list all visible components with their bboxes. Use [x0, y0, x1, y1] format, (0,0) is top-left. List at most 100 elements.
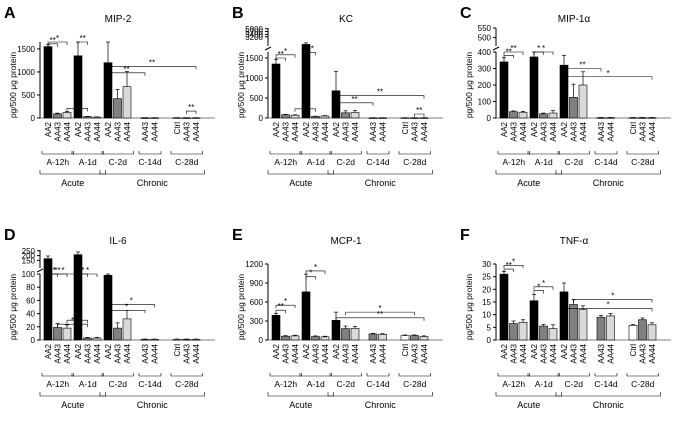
x-tick-label: AA43 [570, 343, 579, 363]
bar-aa2 [103, 275, 113, 341]
panel-letter: F [460, 227, 470, 244]
phase-bracket [555, 392, 661, 397]
group-bracket [594, 151, 618, 155]
y-tick-label: 10 [482, 311, 491, 320]
y-tick-label: 150 [22, 256, 36, 265]
bar-aa43 [638, 319, 647, 341]
bar-aa44 [62, 327, 72, 341]
significance-label: ** [579, 61, 585, 70]
panel-letter: E [232, 227, 243, 244]
x-tick-label: AA43 [411, 121, 420, 141]
x-tick-label: AA2 [74, 343, 83, 359]
y-tick-label: 500 [478, 34, 492, 43]
significance-bracket [275, 309, 286, 314]
significance-bracket [503, 264, 524, 269]
bar-aa44 [62, 112, 72, 119]
group-label: C-2d [337, 379, 356, 389]
significance-bracket [305, 52, 316, 56]
x-tick-label: AA43 [183, 343, 192, 363]
x-tick-label: AA2 [530, 121, 539, 137]
bar-aa44 [548, 112, 558, 119]
significance-label: * [512, 257, 515, 266]
bar-aa44 [191, 339, 201, 341]
group-label: C-2d [109, 379, 128, 389]
y-axis-label: pg/500 μg protein [464, 274, 474, 341]
y-tick-label: 3200 [245, 33, 263, 42]
phase-label: Chronic [365, 178, 397, 188]
significance-label: ** [510, 44, 516, 53]
significance-bracket [77, 41, 88, 45]
bar-aa44 [122, 318, 132, 341]
y-tick-label: 3400 [245, 30, 263, 39]
panel-letter: B [232, 5, 244, 22]
x-tick-label: AA2 [44, 121, 53, 137]
chart-title: MIP-1α [558, 14, 591, 25]
y-tick-label: 250 [22, 247, 36, 256]
significance-label: * [542, 44, 545, 53]
phase-label: Acute [289, 400, 312, 410]
bar-ctrl [628, 325, 638, 341]
significance-bracket [414, 113, 425, 117]
bar-aa43 [281, 335, 290, 341]
x-tick-label: AA43 [342, 343, 351, 363]
bar-aa44 [350, 112, 360, 119]
bar-aa43 [182, 339, 191, 341]
group-label: C-14d [366, 379, 389, 389]
significance-label: ** [377, 310, 383, 319]
bar-aa43 [509, 111, 518, 119]
significance-bracket [275, 54, 296, 58]
bar-aa44 [92, 337, 102, 341]
x-tick-label: AA44 [579, 121, 588, 141]
x-tick-label: AA44 [549, 343, 558, 363]
group-label: A-1d [79, 157, 97, 167]
significance-label: ** [308, 44, 314, 53]
group-bracket [138, 373, 162, 377]
group-label: C-14d [138, 157, 161, 167]
group-bracket [366, 373, 390, 377]
y-tick-label: 40 [26, 310, 35, 319]
y-tick-label: 5800 [245, 25, 263, 34]
significance-bracket [305, 276, 316, 280]
x-tick-label: AA43 [114, 121, 123, 141]
x-tick-label: AA43 [114, 343, 123, 363]
x-tick-label: AA44 [420, 343, 429, 363]
phase-bracket [327, 170, 433, 175]
significance-label: * [284, 297, 287, 306]
group-label: A-12h [502, 379, 525, 389]
x-tick-label: Ctrl [401, 344, 410, 357]
significance-label: ** [188, 103, 194, 112]
bar-aa2 [73, 254, 83, 341]
x-tick-label: AA2 [272, 121, 281, 137]
x-tick-label: AA2 [560, 121, 569, 137]
y-tick-label: 1500 [17, 45, 35, 54]
phase-label: Chronic [137, 178, 169, 188]
group-label: A-1d [307, 379, 325, 389]
group-label: A-1d [535, 379, 553, 389]
x-tick-label: AA2 [530, 343, 539, 359]
x-tick-label: AA44 [151, 343, 160, 363]
significance-bracket [335, 95, 425, 99]
significance-label: * [130, 296, 133, 305]
phase-label: Chronic [137, 400, 169, 410]
y-tick-label: 1000 [17, 68, 35, 77]
significance-bracket [47, 41, 68, 45]
x-tick-label: AA43 [597, 343, 606, 363]
chart-title: MIP-2 [105, 14, 132, 25]
bar-aa44 [350, 327, 360, 341]
group-label: A-12h [46, 157, 69, 167]
x-tick-label: AA44 [420, 121, 429, 141]
phase-label: Acute [61, 178, 84, 188]
significance-bracket [107, 310, 146, 314]
phase-label: Chronic [593, 178, 625, 188]
y-axis-label: pg/500 μg protein [8, 274, 18, 341]
group-bracket [299, 151, 332, 155]
bar-aa2 [499, 61, 509, 119]
y-tick-label: 0 [487, 336, 492, 345]
x-tick-label: AA43 [540, 343, 549, 363]
significance-label: * [81, 266, 84, 275]
x-tick-label: AA44 [607, 343, 616, 363]
bar-aa2 [499, 273, 509, 341]
